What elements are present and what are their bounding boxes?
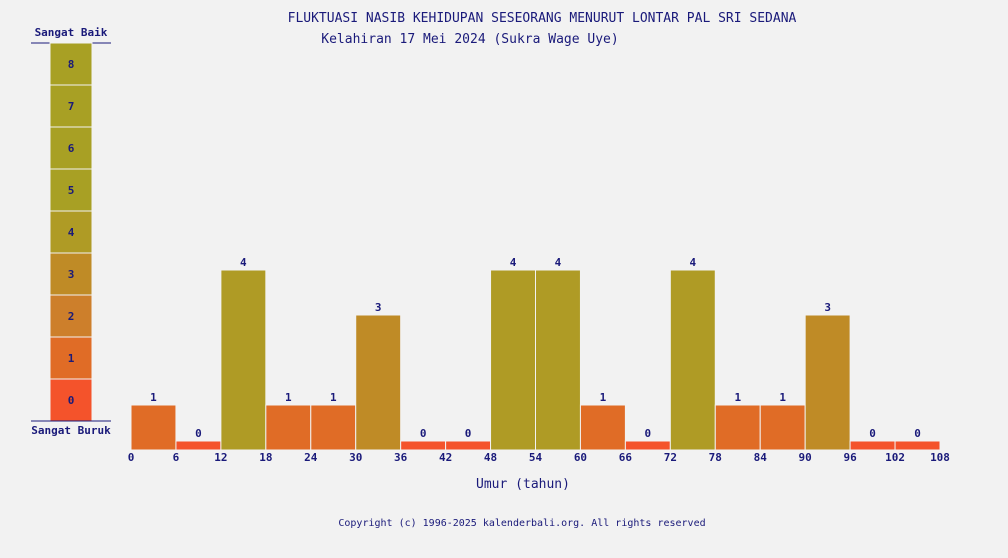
x-tick-label: 102 xyxy=(885,451,905,464)
x-tick-label: 48 xyxy=(484,451,497,464)
scale-level-label: 1 xyxy=(68,352,75,365)
scale-level-label: 7 xyxy=(68,100,75,113)
x-tick-label: 60 xyxy=(574,451,587,464)
bar-value-label: 3 xyxy=(824,301,831,314)
scale-level-label: 4 xyxy=(68,226,75,239)
scale-cell xyxy=(49,210,93,254)
bar xyxy=(624,440,671,451)
x-tick-label: 66 xyxy=(619,451,633,464)
x-tick-label: 78 xyxy=(709,451,722,464)
bar-value-label: 4 xyxy=(555,256,562,269)
bar-value-label: 1 xyxy=(285,391,292,404)
chart-title: FLUKTUASI NASIB KEHIDUPAN SESEORANG MENU… xyxy=(288,11,797,26)
bar-value-label: 4 xyxy=(240,256,247,269)
scale-level-label: 3 xyxy=(68,268,75,281)
chart-subtitle: Kelahiran 17 Mei 2024 (Sukra Wage Uye) xyxy=(321,32,618,47)
x-tick-label: 96 xyxy=(843,451,857,464)
copyright-footer: Copyright (c) 1996-2025 kalenderbali.org… xyxy=(338,518,705,529)
x-tick-label: 108 xyxy=(930,451,950,464)
bar xyxy=(310,404,357,451)
scale-cell xyxy=(49,42,93,86)
bar-value-label: 0 xyxy=(420,427,427,440)
x-tick-label: 54 xyxy=(529,451,543,464)
x-tick-label: 6 xyxy=(173,451,180,464)
x-tick-label: 30 xyxy=(349,451,362,464)
bar xyxy=(490,269,536,451)
fortune-scale: 0 1 2 3 4 5 6 7 8 xyxy=(49,42,93,422)
x-tick-label: 72 xyxy=(664,451,677,464)
bar-value-label: 0 xyxy=(914,427,921,440)
bar-value-label: 0 xyxy=(195,427,202,440)
bar xyxy=(355,314,402,451)
scale-cell xyxy=(49,126,93,170)
bar-value-label: 3 xyxy=(375,301,382,314)
bar xyxy=(400,440,447,451)
scale-cell xyxy=(49,252,93,296)
scale-level-label: 2 xyxy=(68,310,75,323)
x-tick-label: 90 xyxy=(799,451,812,464)
bar xyxy=(535,269,581,451)
bar-value-label: 0 xyxy=(869,427,876,440)
bar xyxy=(804,314,851,451)
bar xyxy=(130,404,177,451)
scale-level-label: 6 xyxy=(68,142,75,155)
bar-value-label: 4 xyxy=(689,256,696,269)
scale-level-label: 0 xyxy=(68,394,75,407)
scale-level-label: 5 xyxy=(68,184,75,197)
scale-cell xyxy=(49,336,93,380)
bar-value-label: 0 xyxy=(645,427,652,440)
bar-value-label: 1 xyxy=(150,391,157,404)
bar-value-label: 1 xyxy=(779,391,786,404)
x-tick-label: 24 xyxy=(304,451,318,464)
x-tick-label: 0 xyxy=(128,451,135,464)
x-tick-label: 12 xyxy=(214,451,227,464)
x-tick-label: 18 xyxy=(259,451,272,464)
bar-value-label: 4 xyxy=(510,256,517,269)
scale-top-label: Sangat Baik xyxy=(35,26,108,39)
bar xyxy=(265,404,312,451)
x-axis-label: Umur (tahun) xyxy=(476,477,570,492)
bar xyxy=(669,269,716,451)
bar-value-label: 1 xyxy=(330,391,337,404)
bar xyxy=(849,440,896,451)
x-axis-ticks: 0 6 12 18 24 30 36 42 48 54 60 66 72 78 84 90 96 102 108 xyxy=(128,451,950,464)
bar xyxy=(759,404,806,451)
bar xyxy=(175,440,222,451)
bar xyxy=(445,440,492,451)
scale-level-label: 8 xyxy=(68,58,75,71)
x-tick-label: 36 xyxy=(394,451,408,464)
scale-cell xyxy=(49,84,93,128)
scale-bottom-label: Sangat Buruk xyxy=(31,424,111,437)
bar-value-label: 1 xyxy=(600,391,607,404)
bar-value-label: 0 xyxy=(465,427,472,440)
bar xyxy=(894,440,941,451)
x-tick-label: 42 xyxy=(439,451,452,464)
bar xyxy=(220,269,267,451)
bar-value-label: 1 xyxy=(734,391,741,404)
scale-cell xyxy=(49,168,93,212)
x-tick-label: 84 xyxy=(754,451,768,464)
bar xyxy=(714,404,761,451)
bars: 1 0 4 1 1 3 0 0 4 4 1 0 4 1 1 3 0 0 xyxy=(130,256,941,451)
bar xyxy=(579,404,626,451)
